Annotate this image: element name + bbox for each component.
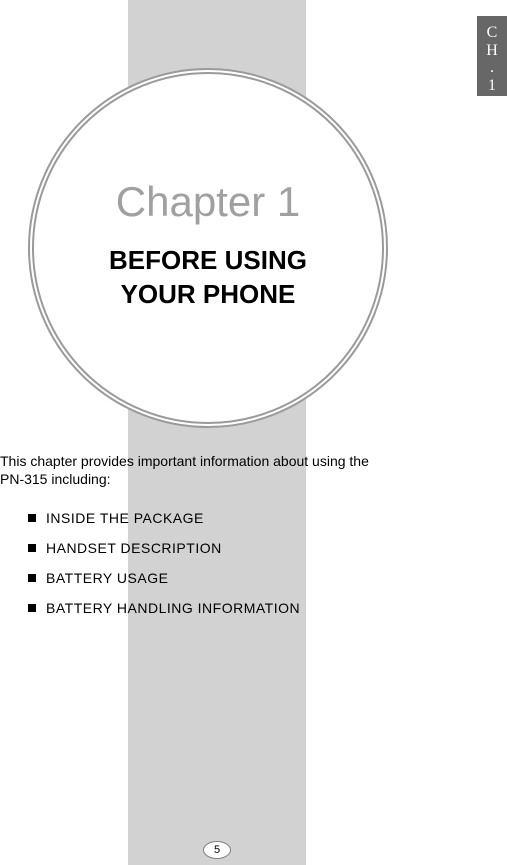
- bullet-icon: [28, 544, 36, 552]
- chapter-circle-content: Chapter 1 BEFORE USING YOUR PHONE: [28, 178, 388, 312]
- list-item: INSIDE THE PACKAGE: [28, 510, 300, 526]
- bullet-icon: [28, 514, 36, 522]
- chapter-heading: Chapter 1: [28, 178, 388, 226]
- side-tab-letter: C: [477, 24, 507, 42]
- bullet-text: HANDSET DESCRIPTION: [46, 540, 222, 556]
- bullet-list: INSIDE THE PACKAGE HANDSET DESCRIPTION B…: [28, 510, 300, 630]
- bullet-text: BATTERY USAGE: [46, 570, 168, 586]
- bullet-text: BATTERY HANDLING INFORMATION: [46, 600, 300, 616]
- intro-line: This chapter provides important informat…: [0, 452, 430, 470]
- side-tab-number: 1: [477, 77, 507, 95]
- intro-paragraph: This chapter provides important informat…: [0, 452, 430, 488]
- bullet-icon: [28, 604, 36, 612]
- list-item: BATTERY HANDLING INFORMATION: [28, 600, 300, 616]
- side-tab-letter: .: [477, 59, 507, 77]
- chapter-title-line: BEFORE USING: [28, 244, 388, 278]
- bullet-text: INSIDE THE PACKAGE: [46, 510, 204, 526]
- chapter-circle: Chapter 1 BEFORE USING YOUR PHONE: [28, 68, 388, 428]
- chapter-title: BEFORE USING YOUR PHONE: [28, 244, 388, 312]
- page-number: 5: [203, 841, 231, 859]
- chapter-title-line: YOUR PHONE: [28, 278, 388, 312]
- list-item: HANDSET DESCRIPTION: [28, 540, 300, 556]
- side-tab-letter: H: [477, 42, 507, 60]
- list-item: BATTERY USAGE: [28, 570, 300, 586]
- intro-line: PN-315 including:: [0, 470, 430, 488]
- page-number-wrapper: 5: [128, 840, 306, 859]
- bullet-icon: [28, 574, 36, 582]
- side-chapter-tab: C H . 1: [477, 16, 507, 96]
